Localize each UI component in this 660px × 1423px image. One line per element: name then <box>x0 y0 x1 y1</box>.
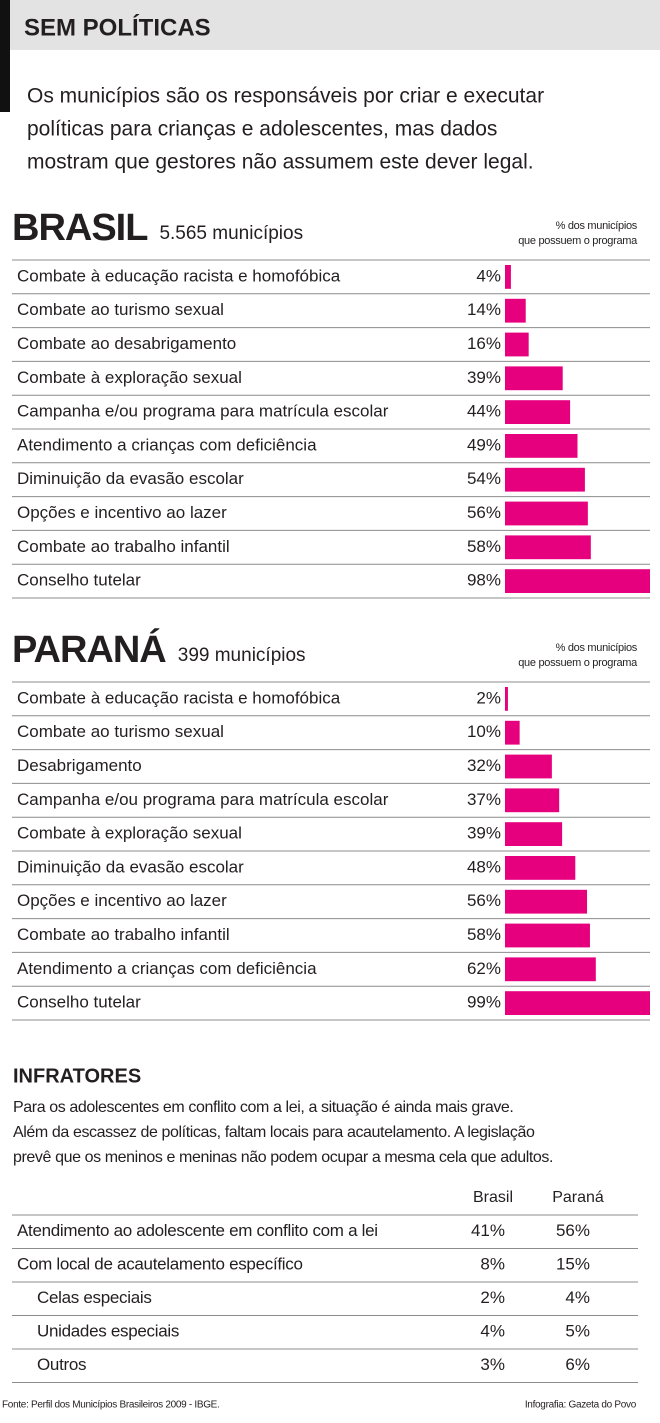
table-cell: 56% <box>556 1221 590 1240</box>
table-cell: 4% <box>565 1288 590 1307</box>
bar <box>505 332 529 357</box>
intro-line: Os municípios são os responsáveis por cr… <box>27 85 544 108</box>
category-label: Combate ao trabalho infantil <box>17 925 230 944</box>
axis-note: % dos municípios <box>556 220 638 232</box>
table-cell: 15% <box>556 1255 590 1274</box>
bar <box>505 687 508 711</box>
footer-credit: Infografia: Gazeta do Povo <box>525 1400 637 1411</box>
category-label: Diminuição da evasão escolar <box>17 469 244 488</box>
chart-title: BRASIL <box>12 207 148 249</box>
value-label: 99% <box>467 993 501 1012</box>
bar <box>505 822 563 846</box>
bar <box>505 501 588 526</box>
category-label: Combate ao trabalho infantil <box>17 537 230 556</box>
axis-note: que possuem o programa <box>518 235 638 247</box>
column-header: Brasil <box>473 1189 513 1206</box>
category-label: Conselho tutelar <box>17 993 141 1012</box>
axis-note: que possuem o programa <box>518 657 638 669</box>
table-cell: 6% <box>565 1355 590 1374</box>
category-label: Diminuição da evasão escolar <box>17 857 244 876</box>
value-label: 44% <box>467 402 501 421</box>
chart-subtitle: 5.565 municípios <box>159 223 303 244</box>
table-cell: 2% <box>480 1288 505 1307</box>
row-label: Atendimento ao adolescente em conflito c… <box>17 1221 378 1240</box>
category-label: Combate à exploração sexual <box>17 368 242 387</box>
value-label: 58% <box>467 537 501 556</box>
category-label: Atendimento a crianças com deficiência <box>17 959 317 978</box>
value-label: 39% <box>467 824 501 843</box>
bar <box>505 856 576 880</box>
bar <box>505 957 596 982</box>
bar <box>505 788 560 813</box>
category-label: Conselho tutelar <box>17 571 141 590</box>
bar <box>505 366 563 391</box>
value-label: 14% <box>467 300 501 319</box>
value-label: 2% <box>476 688 501 707</box>
bar <box>505 569 650 593</box>
value-label: 49% <box>467 435 501 454</box>
intro-line: mostram que gestores não assumem este de… <box>27 151 534 174</box>
bar <box>505 754 552 779</box>
bar <box>505 720 520 745</box>
bar <box>505 265 511 289</box>
value-label: 37% <box>467 790 501 809</box>
bar <box>505 298 526 323</box>
section-text: prevê que os meninos e meninas não podem… <box>13 1149 553 1166</box>
header-accent <box>0 0 10 112</box>
value-label: 58% <box>467 925 501 944</box>
category-label: Combate ao desabrigamento <box>17 334 236 353</box>
section-title: INFRATORES <box>13 1065 141 1087</box>
category-label: Combate à educação racista e homofóbica <box>17 688 341 707</box>
value-label: 4% <box>476 266 501 285</box>
value-label: 56% <box>467 891 501 910</box>
category-label: Combate ao turismo sexual <box>17 722 224 741</box>
header-title: SEM POLÍTICAS <box>24 13 211 41</box>
value-label: 54% <box>467 469 501 488</box>
category-label: Desabrigamento <box>17 756 142 775</box>
category-label: Campanha e/ou programa para matrícula es… <box>17 402 389 421</box>
category-label: Combate ao turismo sexual <box>17 300 224 319</box>
value-label: 39% <box>467 368 501 387</box>
table-cell: 3% <box>480 1355 505 1374</box>
bar <box>505 535 591 560</box>
column-header: Paraná <box>552 1189 604 1206</box>
header-band <box>0 0 660 50</box>
section-text: Além da escassez de políticas, faltam lo… <box>13 1124 535 1141</box>
table-cell: 5% <box>565 1322 590 1341</box>
value-label: 16% <box>467 334 501 353</box>
section-text: Para os adolescentes em conflito com a l… <box>13 1099 513 1116</box>
row-label: Outros <box>37 1355 86 1374</box>
intro-line: políticas para crianças e adolescentes, … <box>27 118 497 141</box>
chart-subtitle: 399 municípios <box>178 645 306 666</box>
row-label: Unidades especiais <box>37 1322 179 1341</box>
value-label: 62% <box>467 959 501 978</box>
footer-source: Fonte: Perfil dos Municípios Brasileiros… <box>2 1400 220 1411</box>
value-label: 32% <box>467 756 501 775</box>
table-cell: 41% <box>471 1221 505 1240</box>
value-label: 56% <box>467 503 501 522</box>
bar <box>505 434 578 458</box>
row-label: Com local de acautelamento específico <box>17 1255 303 1274</box>
value-label: 98% <box>467 571 501 590</box>
value-label: 48% <box>467 857 501 876</box>
chart-title: PARANÁ <box>12 627 166 671</box>
value-label: 10% <box>467 722 501 741</box>
category-label: Opções e incentivo ao lazer <box>17 503 227 522</box>
bar <box>505 889 588 914</box>
axis-note: % dos municípios <box>556 642 638 654</box>
bar <box>505 400 571 424</box>
category-label: Campanha e/ou programa para matrícula es… <box>17 790 389 809</box>
row-label: Celas especiais <box>37 1288 152 1307</box>
bar <box>505 467 585 492</box>
category-label: Combate à educação racista e homofóbica <box>17 266 341 285</box>
bar <box>505 991 650 1015</box>
category-label: Combate à exploração sexual <box>17 824 242 843</box>
category-label: Opções e incentivo ao lazer <box>17 891 227 910</box>
category-label: Atendimento a crianças com deficiência <box>17 435 317 454</box>
bar <box>505 923 590 948</box>
table-cell: 8% <box>480 1255 505 1274</box>
table-cell: 4% <box>480 1322 505 1341</box>
